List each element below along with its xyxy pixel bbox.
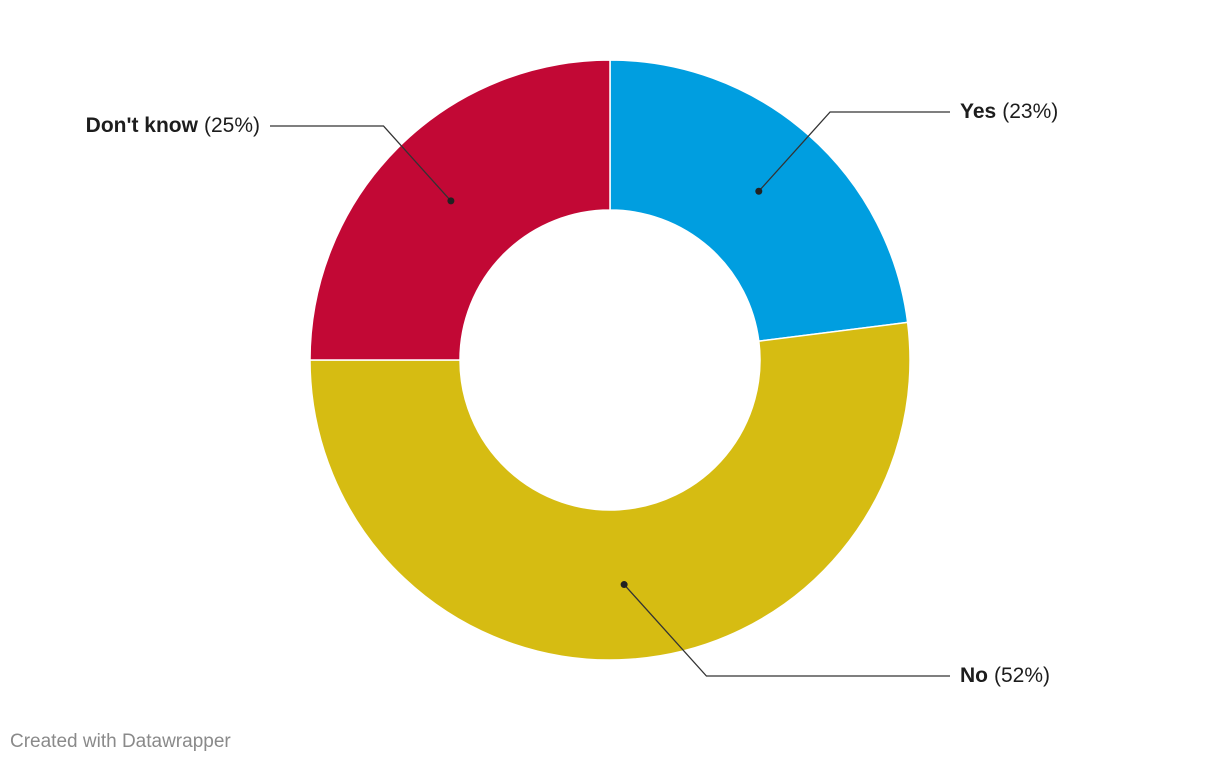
slice-name: No	[960, 664, 988, 687]
donut-slice	[309, 59, 611, 361]
leader-line	[270, 125, 452, 202]
slice-value-label: (52%)	[994, 664, 1050, 687]
leader-dot	[755, 187, 763, 195]
credit: Created with Datawrapper	[10, 731, 231, 752]
slice-value-label: (23%)	[1002, 100, 1058, 123]
leader-line	[758, 111, 950, 192]
leader-dot	[620, 581, 628, 589]
leader-line	[623, 584, 950, 677]
slice-name: Don't know	[86, 114, 199, 137]
slice-value-label: (25%)	[204, 114, 260, 137]
donut-slice	[609, 59, 909, 343]
leader-dot	[447, 197, 455, 205]
slice-label: Yes (23%)	[960, 100, 1058, 123]
slice-label: No (52%)	[960, 664, 1050, 687]
slice-name: Yes	[960, 100, 996, 123]
slice-label: Don't know (25%)	[86, 114, 260, 137]
donut-slice	[309, 321, 911, 661]
